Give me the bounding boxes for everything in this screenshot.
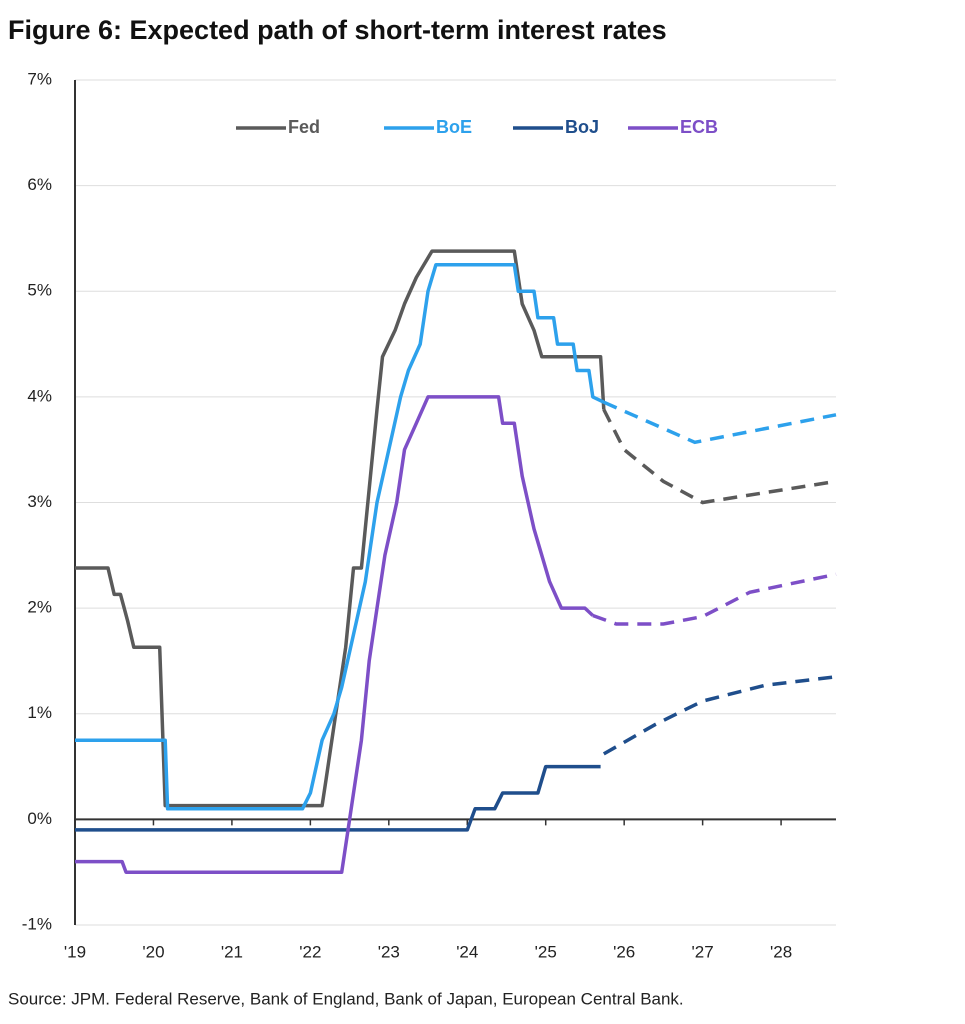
legend-label: BoJ	[565, 117, 599, 137]
series-line	[75, 395, 594, 874]
x-tick-label: '19	[64, 942, 86, 961]
x-tick-label: '22	[299, 942, 321, 961]
y-tick-label: 1%	[27, 703, 52, 722]
x-tick-label: '26	[613, 942, 635, 961]
y-tick-label: 5%	[27, 281, 52, 300]
y-tick-label: 2%	[27, 598, 52, 617]
projection-line	[592, 572, 837, 626]
y-tick-label: 6%	[27, 175, 52, 194]
legend-label: BoE	[436, 117, 472, 137]
chart-title: Figure 6: Expected path of short-term in…	[8, 15, 667, 45]
projection-line	[602, 675, 837, 756]
y-tick-label: 4%	[27, 386, 52, 405]
source-note: Source: JPM. Federal Reserve, Bank of En…	[8, 989, 684, 1008]
x-tick-label: '23	[378, 942, 400, 961]
x-tick-label: '24	[456, 942, 478, 961]
y-tick-label: 3%	[27, 492, 52, 511]
y-tick-label: 7%	[27, 69, 52, 88]
series-line	[75, 764, 601, 832]
x-tick-label: '28	[770, 942, 792, 961]
x-tick-label: '21	[221, 942, 243, 961]
legend-label: Fed	[288, 117, 320, 137]
x-tick-label: '25	[535, 942, 557, 961]
series-line	[75, 249, 606, 808]
x-tick-label: '20	[142, 942, 164, 961]
projection-line	[602, 408, 837, 505]
series-line	[75, 263, 605, 811]
legend-label: ECB	[680, 117, 718, 137]
y-tick-label: 0%	[27, 809, 52, 828]
x-tick-label: '27	[692, 942, 714, 961]
y-tick-label: -1%	[22, 914, 52, 933]
projection-line	[603, 400, 837, 445]
